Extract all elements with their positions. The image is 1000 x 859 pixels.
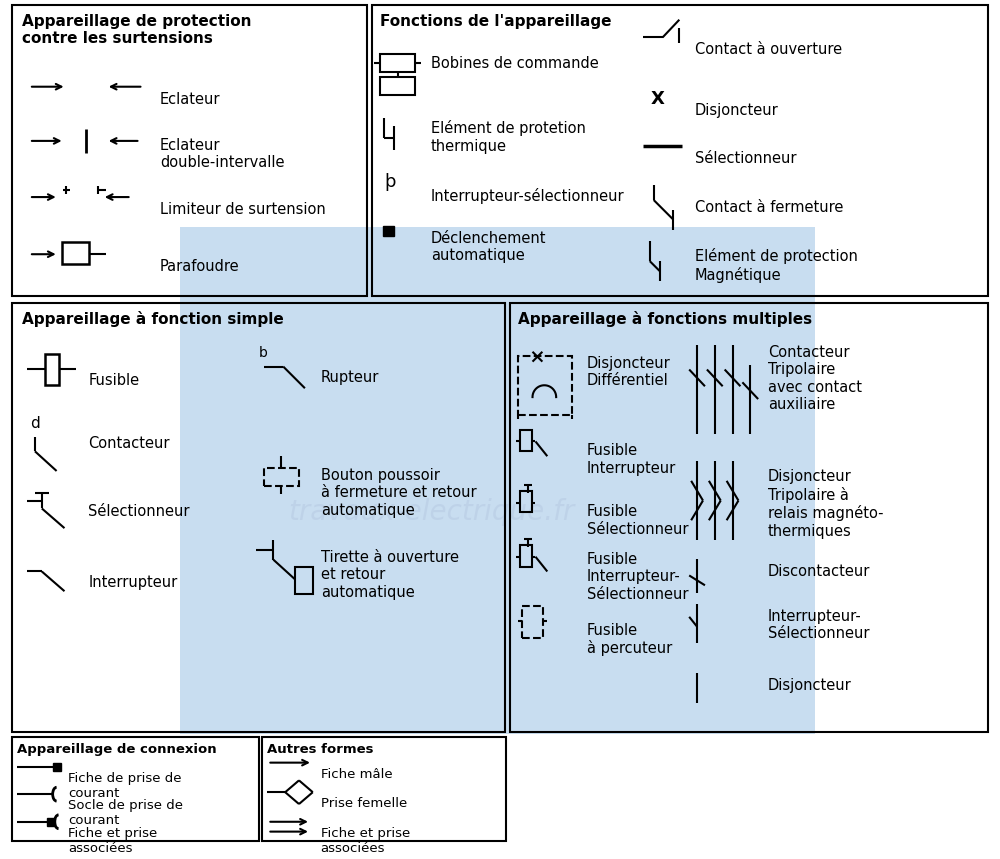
Text: Limiteur de surtension: Limiteur de surtension — [160, 202, 326, 217]
Text: Appareillage de connexion: Appareillage de connexion — [17, 743, 217, 756]
Text: Interrupteur-sélectionneur: Interrupteur-sélectionneur — [431, 188, 625, 204]
Text: travaux-electrique.fr: travaux-electrique.fr — [288, 498, 574, 527]
Text: Appareillage à fonctions multiples: Appareillage à fonctions multiples — [518, 311, 812, 327]
Text: Disjoncteur
Tripolaire à
relais magnéto-
thermiques: Disjoncteur Tripolaire à relais magnéto-… — [768, 469, 884, 539]
Text: Fiche et prise
associées: Fiche et prise associées — [68, 826, 158, 855]
Bar — [47, 818, 55, 825]
Bar — [520, 490, 532, 512]
Bar — [12, 303, 505, 732]
Text: Déclenchement
automatique: Déclenchement automatique — [431, 230, 547, 263]
Text: Appareillage à fonction simple: Appareillage à fonction simple — [22, 311, 284, 327]
Text: Disjoncteur: Disjoncteur — [768, 678, 852, 693]
Bar — [262, 737, 506, 842]
Bar — [264, 468, 299, 486]
Text: Fusible
Sélectionneur: Fusible Sélectionneur — [587, 504, 688, 537]
Text: Fonctions de l'appareillage: Fonctions de l'appareillage — [380, 14, 611, 29]
Text: Contacteur
Tripolaire
avec contact
auxiliaire: Contacteur Tripolaire avec contact auxil… — [768, 344, 862, 412]
Text: Eclateur: Eclateur — [160, 92, 221, 107]
Text: Appareillage de protection
contre les surtensions: Appareillage de protection contre les su… — [22, 14, 252, 46]
Bar — [180, 227, 815, 734]
Text: Parafoudre: Parafoudre — [160, 259, 240, 274]
Text: Disjoncteur: Disjoncteur — [695, 103, 779, 119]
Bar — [522, 606, 543, 637]
Bar — [372, 5, 988, 295]
Text: Contact à fermeture: Contact à fermeture — [695, 200, 843, 215]
Text: Prise femelle: Prise femelle — [321, 797, 407, 810]
Text: Disjoncteur
Différentiel: Disjoncteur Différentiel — [587, 356, 670, 388]
Bar — [45, 354, 59, 386]
Text: Tirette à ouverture
et retour
automatique: Tirette à ouverture et retour automatiqu… — [321, 550, 459, 600]
Text: Bouton poussoir
à fermeture et retour
automatique: Bouton poussoir à fermeture et retour au… — [321, 468, 476, 518]
Text: Fiche de prise de
courant: Fiche de prise de courant — [68, 771, 182, 800]
Bar — [383, 226, 394, 236]
Bar — [518, 356, 572, 415]
Text: Sélectionneur: Sélectionneur — [88, 504, 190, 520]
Text: Bobines de commande: Bobines de commande — [431, 56, 599, 71]
Text: b: b — [259, 346, 268, 360]
Bar — [380, 54, 415, 72]
Bar — [295, 567, 313, 594]
Text: Fiche mâle: Fiche mâle — [321, 768, 392, 781]
Text: Elément de protection
Magnétique: Elément de protection Magnétique — [695, 248, 858, 283]
Bar — [520, 545, 532, 567]
Text: Interrupteur-
Sélectionneur: Interrupteur- Sélectionneur — [768, 609, 870, 642]
Text: Fusible
Interrupteur-
Sélectionneur: Fusible Interrupteur- Sélectionneur — [587, 551, 688, 601]
Text: Interrupteur: Interrupteur — [88, 576, 177, 590]
Text: Fusible: Fusible — [88, 374, 139, 388]
Text: Fusible
Interrupteur: Fusible Interrupteur — [587, 443, 676, 476]
Text: Sélectionneur: Sélectionneur — [695, 151, 797, 166]
Text: d: d — [30, 417, 40, 431]
Text: Autres formes: Autres formes — [267, 743, 374, 756]
Text: Rupteur: Rupteur — [321, 370, 379, 386]
Text: Fusible
à percuteur: Fusible à percuteur — [587, 623, 672, 656]
Text: Discontacteur: Discontacteur — [768, 564, 870, 579]
Text: Fiche et prise
associées: Fiche et prise associées — [321, 826, 410, 855]
Text: þ: þ — [384, 174, 395, 192]
Bar — [12, 5, 367, 295]
Bar — [520, 430, 532, 451]
Text: Eclateur
double-intervalle: Eclateur double-intervalle — [160, 138, 285, 170]
Text: Socle de prise de
courant: Socle de prise de courant — [68, 799, 183, 827]
Bar — [62, 242, 89, 264]
Text: Elément de protetion
thermique: Elément de protetion thermique — [431, 120, 586, 154]
Bar — [380, 76, 415, 94]
Text: X: X — [651, 89, 665, 107]
Bar — [12, 737, 259, 842]
Bar — [510, 303, 988, 732]
Bar — [53, 763, 61, 771]
Text: Contact à ouverture: Contact à ouverture — [695, 42, 842, 58]
Text: Contacteur: Contacteur — [88, 436, 170, 450]
